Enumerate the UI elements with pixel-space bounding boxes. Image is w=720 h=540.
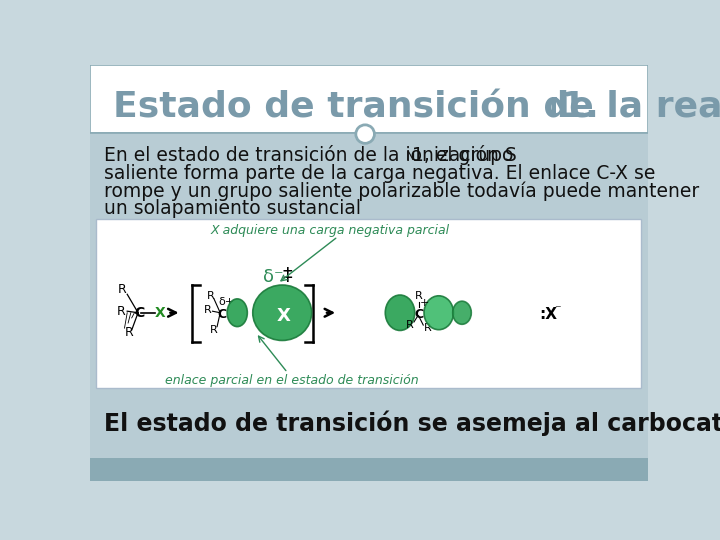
FancyBboxPatch shape — [90, 457, 648, 481]
Text: X adquiere una carga negativa parcial: X adquiere una carga negativa parcial — [211, 224, 450, 237]
Text: rompe y un grupo saliente polarizable todavía puede mantener: rompe y un grupo saliente polarizable to… — [104, 181, 699, 201]
Text: enlace parcial en el estado de transición: enlace parcial en el estado de transició… — [165, 374, 418, 387]
Text: δ+: δ+ — [218, 297, 235, 307]
Text: R: R — [207, 291, 215, 301]
Text: :X: :X — [539, 307, 557, 322]
Ellipse shape — [253, 285, 312, 340]
Text: ‡: ‡ — [282, 266, 292, 285]
Text: ⁻: ⁻ — [554, 303, 561, 316]
Text: R: R — [204, 305, 212, 315]
Text: N: N — [550, 97, 569, 117]
Text: R: R — [405, 320, 413, 330]
FancyBboxPatch shape — [90, 65, 648, 132]
Text: δ⁻: δ⁻ — [263, 268, 283, 286]
FancyBboxPatch shape — [90, 132, 648, 457]
FancyBboxPatch shape — [96, 219, 641, 388]
Text: 1, el grupo: 1, el grupo — [412, 146, 513, 165]
Ellipse shape — [453, 301, 472, 325]
Text: X: X — [276, 307, 291, 325]
Circle shape — [356, 125, 374, 143]
Text: R: R — [424, 323, 432, 333]
Text: Estado de transición de la reacción S: Estado de transición de la reacción S — [113, 90, 720, 124]
Text: R: R — [415, 291, 423, 301]
Ellipse shape — [424, 296, 454, 330]
Text: 1.: 1. — [561, 90, 600, 124]
Text: +: + — [420, 299, 430, 308]
Text: C: C — [135, 306, 145, 320]
Ellipse shape — [228, 299, 248, 327]
Text: un solapamiento sustancial: un solapamiento sustancial — [104, 199, 361, 218]
Text: R: R — [118, 283, 127, 296]
Text: C: C — [414, 308, 423, 321]
Ellipse shape — [385, 295, 415, 330]
Text: C: C — [217, 308, 226, 321]
Text: El estado de transición se asemeja al carbocatión: El estado de transición se asemeja al ca… — [104, 410, 720, 436]
Text: R: R — [210, 325, 218, 335]
Text: N: N — [405, 150, 415, 163]
Text: En el estado de transición de la ionización S: En el estado de transición de la ionizac… — [104, 146, 517, 165]
Text: R: R — [117, 305, 125, 318]
Text: saliente forma parte de la carga negativa. El enlace C-X se: saliente forma parte de la carga negativ… — [104, 164, 655, 183]
Text: R: R — [125, 326, 133, 339]
Text: X: X — [154, 306, 165, 320]
